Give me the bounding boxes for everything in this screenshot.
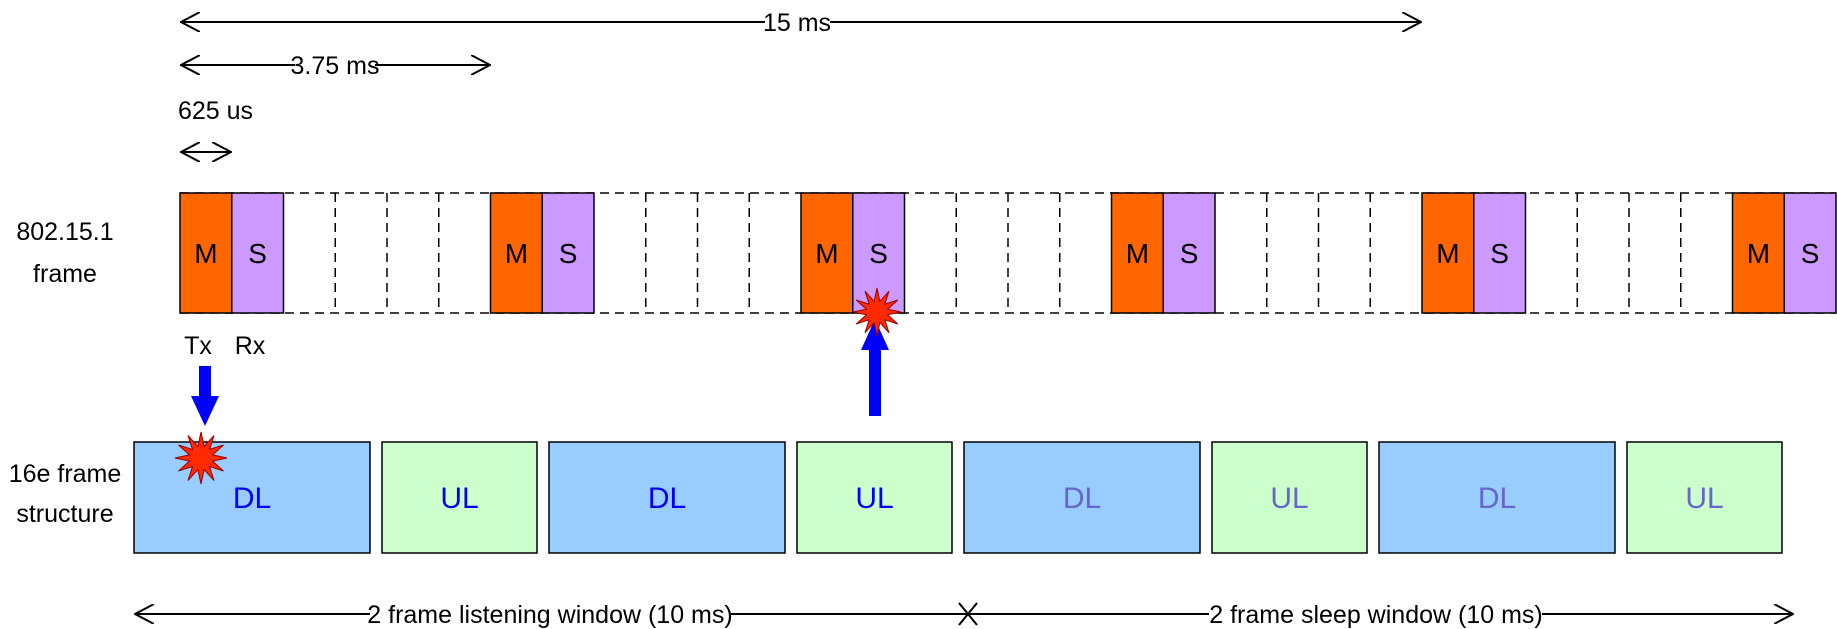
- dimension-15ms: 15 ms: [181, 9, 1421, 37]
- collision-burst-icon: [174, 431, 228, 485]
- sleep-window-label: 2 frame sleep window (10 ms): [1209, 601, 1542, 629]
- dimension-3-75ms: 3.75 ms: [181, 52, 490, 80]
- slave-slot: [1162, 192, 1216, 314]
- slave-slot-label: S: [559, 238, 578, 269]
- rx-label: Rx: [235, 332, 266, 360]
- slave-slot: [852, 192, 906, 314]
- wimax-frame-row: DL UL DL UL DL UL DL UL: [133, 441, 1783, 554]
- window-dimension: 2 frame listening window (10 ms) 2 frame…: [135, 601, 1793, 629]
- slave-slot-label: S: [1490, 238, 1509, 269]
- dl-subframe: [1378, 441, 1616, 554]
- master-slot-label: M: [1436, 238, 1459, 269]
- slave-slot: [1473, 192, 1527, 314]
- dl-subframe-label: DL: [233, 482, 271, 515]
- master-slot: [1421, 192, 1475, 314]
- dl-subframe: [963, 441, 1201, 554]
- ul-subframe: [1211, 441, 1368, 554]
- bt-row-label-line2: frame: [33, 260, 97, 288]
- slave-slot-label: S: [869, 238, 888, 269]
- listening-window-label: 2 frame listening window (10 ms): [367, 601, 732, 629]
- wimax-row-label-line2: structure: [16, 500, 113, 528]
- master-slot: [179, 192, 233, 314]
- master-slot: [1731, 192, 1785, 314]
- ul-subframe: [1626, 441, 1783, 554]
- slave-slot: [1783, 192, 1837, 314]
- master-slot-label: M: [1747, 238, 1770, 269]
- slave-slot: [231, 192, 285, 314]
- slave-slot: [541, 192, 595, 314]
- slave-slot-label: S: [248, 238, 267, 269]
- slave-slot-label: S: [1180, 238, 1199, 269]
- dimension-15ms-label: 15 ms: [763, 9, 831, 37]
- dl-subframe-label: DL: [648, 482, 686, 515]
- dimension-625us-label: 625 us: [178, 97, 253, 125]
- wimax-row-label-line1: 16e frame: [9, 460, 122, 488]
- ul-subframe: [381, 441, 538, 554]
- window-boundary-x-icon: [958, 602, 978, 626]
- master-slot: [489, 192, 543, 314]
- ul-subframe: [796, 441, 953, 554]
- slave-slot-label: S: [1801, 238, 1820, 269]
- tx-label: Tx: [184, 332, 212, 360]
- master-slot: [1110, 192, 1164, 314]
- collision-burst-icon: [852, 287, 902, 337]
- down-arrow-icon: [191, 366, 219, 426]
- bt-row-label-line1: 802.15.1: [16, 218, 113, 246]
- dimension-3-75ms-label: 3.75 ms: [291, 52, 380, 80]
- master-slot-label: M: [815, 238, 838, 269]
- dl-subframe-label: DL: [1063, 482, 1101, 515]
- ul-subframe-label: UL: [440, 482, 478, 515]
- ul-subframe-label: UL: [1685, 482, 1723, 515]
- dl-subframe-label: DL: [1478, 482, 1516, 515]
- master-slot-label: M: [1126, 238, 1149, 269]
- up-arrow-icon: [861, 319, 889, 416]
- ul-subframe-label: UL: [855, 482, 893, 515]
- dl-subframe: [548, 441, 786, 554]
- ul-subframe-label: UL: [1270, 482, 1308, 515]
- dimension-625us: 625 us: [178, 97, 253, 152]
- master-slot-label: M: [194, 238, 217, 269]
- master-slot-label: M: [505, 238, 528, 269]
- dl-subframe: [133, 441, 371, 554]
